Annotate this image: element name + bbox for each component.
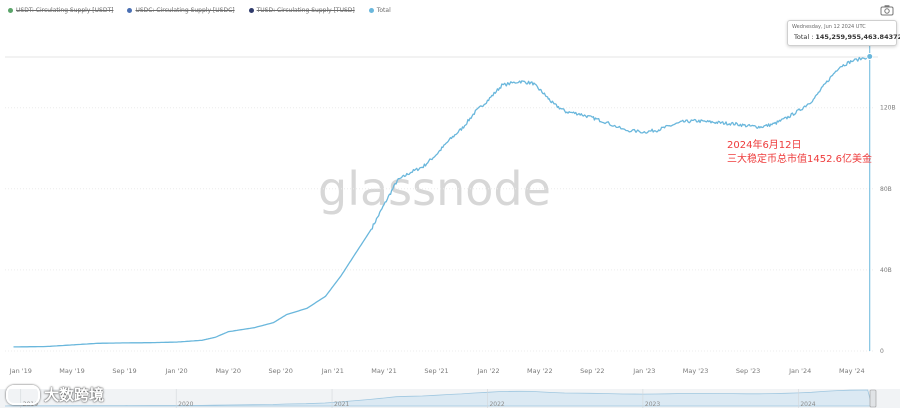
- navigator-tick-label: 2022: [489, 401, 504, 408]
- navigator-handle: [869, 389, 877, 408]
- legend-item-2[interactable]: TUSD: Circulating Supply [TUSD]: [248, 4, 355, 16]
- x-tick-label: Sep '21: [424, 367, 448, 375]
- x-tick-label: May '20: [215, 367, 241, 375]
- x-tick-label: Jan '21: [321, 367, 344, 375]
- y-tick-label: 120B: [880, 105, 896, 112]
- series-line-total: [13, 55, 870, 348]
- tooltip-separator: :: [811, 33, 814, 41]
- tooltip-row: Total: 145,259,955,463.84372: [792, 33, 900, 41]
- x-tick-label: May '22: [527, 367, 553, 375]
- brand-name: 大数跨境: [44, 386, 105, 404]
- x-tick-label: May '23: [683, 367, 709, 375]
- legend: USDT: Circulating Supply [USDT] USDC: Cir…: [8, 4, 391, 16]
- legend-item-3[interactable]: Total: [368, 4, 391, 16]
- x-tick-label: Sep '23: [736, 367, 760, 375]
- tooltip-series-label: Total: [794, 33, 810, 41]
- navigator-tick-label: 2020: [178, 401, 193, 408]
- navigator-tick-label: 2021: [334, 401, 349, 408]
- x-tick-label: May '24: [839, 367, 865, 375]
- legend-item-0[interactable]: USDT: Circulating Supply [USDT]: [8, 4, 113, 16]
- annotation-text: 三大稳定币总市值1452.6亿美金: [727, 154, 872, 165]
- legend-dot-icon: [8, 7, 13, 13]
- camera-icon[interactable]: [880, 4, 894, 16]
- legend-dot-icon: [127, 7, 133, 13]
- tooltip-date: Wednesday, Jun 12 2024 UTC: [792, 24, 866, 30]
- tooltip: Wednesday, Jun 12 2024 UTC Total: 145,25…: [787, 20, 900, 46]
- tooltip-value: 145,259,955,463.84372: [815, 33, 900, 41]
- legend-label: USDC: Circulating Supply [USDC]: [135, 6, 235, 14]
- navigator-tick-label: 2024: [800, 401, 815, 408]
- x-tick-label: Jan '24: [788, 367, 811, 375]
- brand-logo-icon: [6, 384, 40, 405]
- y-tick-label: 80B: [880, 186, 892, 193]
- legend-label: USDT: Circulating Supply [USDT]: [16, 6, 114, 14]
- legend-dot-icon: [248, 7, 254, 13]
- x-tick-label: Jan '19: [9, 367, 32, 375]
- legend-label: TUSD: Circulating Supply [TUSD]: [256, 6, 355, 14]
- y-tick-label: 0: [880, 348, 884, 355]
- navigator-series-area: [4, 389, 873, 407]
- x-tick-label: Sep '22: [580, 367, 604, 375]
- legend-label: Total: [376, 6, 391, 14]
- x-tick-label: Jan '22: [477, 367, 500, 375]
- x-tick-label: Jan '23: [632, 367, 655, 375]
- x-tick-label: Jan '20: [165, 367, 188, 375]
- navigator-tick-label: 2019: [23, 401, 38, 408]
- legend-dot-icon: [368, 7, 374, 13]
- x-tick-label: May '19: [59, 367, 85, 375]
- annotation: 2024年6月12日 三大稳定币总市值1452.6亿美金: [727, 139, 872, 167]
- annotation-date: 2024年6月12日: [727, 140, 802, 151]
- hover-point: [866, 52, 874, 60]
- y-tick-label: 40B: [880, 267, 892, 274]
- x-tick-label: May '21: [371, 367, 397, 375]
- brand-watermark: 大数跨境: [6, 384, 104, 405]
- navigator-tick-label: 2023: [645, 401, 660, 408]
- x-tick-label: Sep '20: [269, 367, 293, 375]
- x-tick-label: Sep '19: [112, 367, 136, 375]
- legend-item-1[interactable]: USDC: Circulating Supply [USDC]: [127, 4, 235, 16]
